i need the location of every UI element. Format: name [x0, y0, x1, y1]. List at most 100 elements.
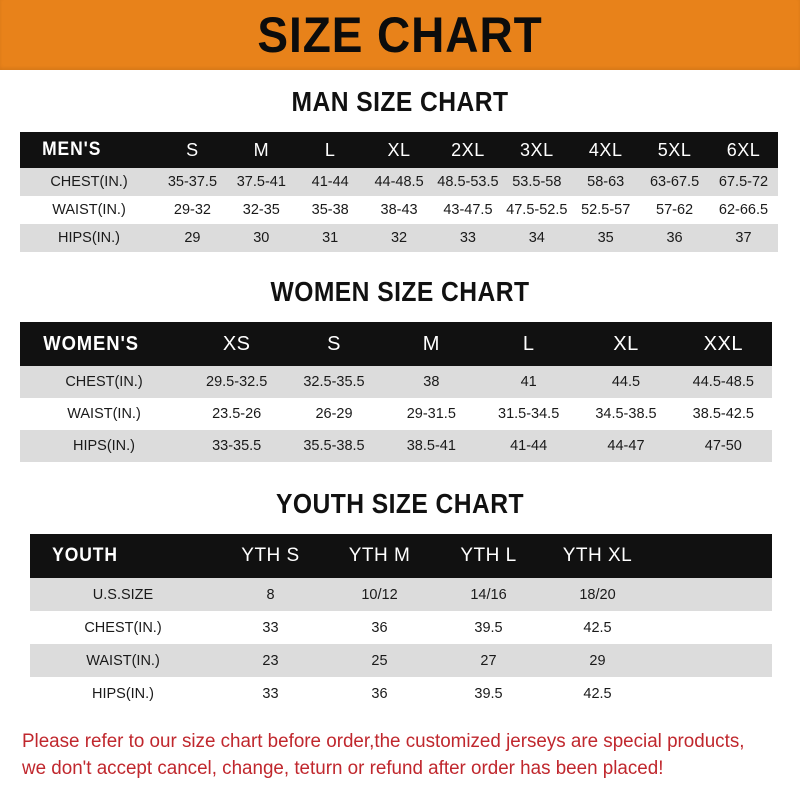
measurement-value: 42.5 — [583, 685, 612, 702]
measurement-value: 44-48.5 — [374, 174, 424, 190]
measurement-value: 57-62 — [656, 202, 694, 218]
measurement-value: 48.5-53.5 — [437, 174, 499, 190]
measurement-value: 33-35.5 — [212, 438, 262, 454]
measurement-value: 31 — [322, 230, 339, 246]
measurement-value: 38 — [423, 374, 440, 390]
measurement-value: 29.5-32.5 — [206, 374, 268, 390]
measurement-value: 29-32 — [173, 202, 211, 218]
measurement-value: 35-37.5 — [167, 174, 218, 190]
size-column-header: M — [253, 139, 270, 160]
measurement-value: 33 — [262, 685, 279, 702]
women-table-wrap: WOMEN'S XS S M L XL XXL CHEST(IN.) 29.5-32.5 32.… — [0, 322, 800, 462]
measurement-label: CHEST(IN.) — [84, 619, 162, 636]
measurement-label: CHEST(IN.) — [50, 174, 128, 190]
size-column-header: 6XL — [726, 139, 761, 160]
measurement-value: 31.5-34.5 — [498, 406, 560, 422]
youth-table-wrap: YOUTH YTH S YTH M YTH L YTH XL U.S.SIZE 8 10/1… — [0, 534, 800, 710]
measurement-value: 44.5-48.5 — [692, 374, 754, 390]
measurement-label: U.S.SIZE — [92, 586, 154, 603]
women-header-row: WOMEN'S XS S M L XL XXL — [20, 322, 772, 366]
measurement-value: 38.5-42.5 — [692, 406, 754, 422]
measurement-value: 43-47.5 — [443, 202, 493, 218]
cell-spacer — [652, 578, 772, 611]
size-column-header: 5XL — [657, 139, 692, 160]
measurement-value: 23.5-26 — [212, 406, 262, 422]
measurement-value: 39.5 — [474, 685, 503, 702]
disclaimer-line-2: we don't accept cancel, change, teturn o… — [22, 758, 664, 779]
measurement-value: 38.5-41 — [406, 438, 456, 454]
size-column-header: 2XL — [451, 139, 485, 160]
measurement-value: 26-29 — [315, 406, 353, 422]
size-column-header: XL — [613, 332, 639, 355]
measurement-value: 52.5-57 — [581, 202, 631, 218]
size-column-header: YTH M — [348, 545, 411, 566]
measurement-value: 39.5 — [474, 619, 503, 636]
measurement-value: 35-38 — [311, 202, 349, 218]
youth-table-body: U.S.SIZE 8 10/12 14/16 18/20 CHEST(IN.) 33 36 39… — [30, 578, 772, 710]
youth-table-head: YOUTH YTH S YTH M YTH L YTH XL — [30, 534, 772, 578]
women-table-body: CHEST(IN.) 29.5-32.5 32.5-35.5 38 41 44.5 44.5… — [20, 366, 772, 462]
cell-spacer — [652, 611, 772, 644]
measurement-value: 41-44 — [510, 438, 548, 454]
man-table-body: CHEST(IN.) 35-37.5 37.5-41 41-44 44-48.5 48.5… — [20, 168, 778, 252]
measurement-value: 62-66.5 — [718, 202, 769, 218]
size-column-header: YTH S — [241, 545, 300, 566]
cell-spacer — [652, 644, 772, 677]
measurement-label: WAIST(IN.) — [52, 202, 126, 218]
measurement-value: 37 — [735, 230, 752, 246]
size-column-header: L — [324, 139, 336, 160]
size-column-header: YTH L — [460, 545, 517, 566]
table-row: CHEST(IN.) 33 36 39.5 42.5 — [30, 611, 772, 644]
table-row: HIPS(IN.) 33-35.5 35.5-38.5 38.5-41 41-44 44-… — [20, 430, 772, 462]
youth-section-title: YOUTH SIZE CHART — [276, 488, 524, 519]
measurement-value: 18/20 — [579, 586, 616, 603]
measurement-value: 29 — [589, 652, 606, 669]
measurement-label: HIPS(IN.) — [72, 438, 136, 454]
measurement-value: 63-67.5 — [649, 174, 700, 190]
measurement-value: 36 — [371, 685, 388, 702]
size-column-header: S — [327, 332, 341, 355]
row-label-header: WOMEN'S — [43, 332, 139, 355]
women-table-head: WOMEN'S XS S M L XL XXL — [20, 322, 772, 366]
measurement-value: 34.5-38.5 — [595, 406, 657, 422]
measurement-value: 47.5-52.5 — [506, 202, 568, 218]
cell-spacer — [652, 677, 772, 710]
size-column-header: S — [186, 139, 199, 160]
measurement-label: WAIST(IN.) — [67, 406, 141, 422]
table-row: HIPS(IN.) 33 36 39.5 42.5 — [30, 677, 772, 710]
youth-size-table: YOUTH YTH S YTH M YTH L YTH XL U.S.SIZE 8 10/1… — [30, 534, 772, 710]
table-row: WAIST(IN.) 23 25 27 29 — [30, 644, 772, 677]
measurement-value: 36 — [371, 619, 388, 636]
measurement-value: 44.5 — [611, 374, 641, 390]
measurement-value: 41-44 — [311, 174, 349, 190]
page-title: SIZE CHART — [257, 7, 543, 63]
measurement-label: HIPS(IN.) — [57, 230, 121, 246]
table-row: WAIST(IN.) 23.5-26 26-29 29-31.5 31.5-34.5 34… — [20, 398, 772, 430]
size-column-header: XXL — [703, 332, 743, 355]
size-column-header: 4XL — [588, 139, 623, 160]
man-header-row: MEN'S S M L XL 2XL 3XL 4XL 5XL 6XL — [20, 132, 778, 168]
measurement-value: 35 — [597, 230, 614, 246]
measurement-value: 34 — [528, 230, 545, 246]
disclaimer-line-1: Please refer to our size chart before or… — [22, 731, 745, 752]
measurement-value: 25 — [371, 652, 388, 669]
row-label-header: YOUTH — [52, 545, 118, 566]
page-banner: SIZE CHART — [0, 0, 800, 70]
measurement-value: 38-43 — [380, 202, 418, 218]
table-row: U.S.SIZE 8 10/12 14/16 18/20 — [30, 578, 772, 611]
measurement-value: 29 — [184, 230, 201, 246]
man-table-wrap: MEN'S S M L XL 2XL 3XL 4XL 5XL 6XL CHEST(IN.) 35-3… — [0, 132, 800, 252]
size-column-header: YTH XL — [562, 545, 633, 566]
women-size-table: WOMEN'S XS S M L XL XXL CHEST(IN.) 29.5-32.5 32.… — [20, 322, 772, 462]
man-section-title: MAN SIZE CHART — [291, 86, 509, 117]
measurement-label: CHEST(IN.) — [65, 374, 143, 390]
size-column-header: M — [422, 332, 440, 355]
measurement-label: WAIST(IN.) — [86, 652, 160, 669]
measurement-value: 23 — [262, 652, 279, 669]
header-spacer — [652, 534, 772, 578]
measurement-value: 53.5-58 — [512, 174, 562, 190]
table-row: CHEST(IN.) 29.5-32.5 32.5-35.5 38 41 44.5 44.5… — [20, 366, 772, 398]
order-disclaimer: Please refer to our size chart before or… — [0, 728, 800, 782]
measurement-value: 35.5-38.5 — [303, 438, 365, 454]
